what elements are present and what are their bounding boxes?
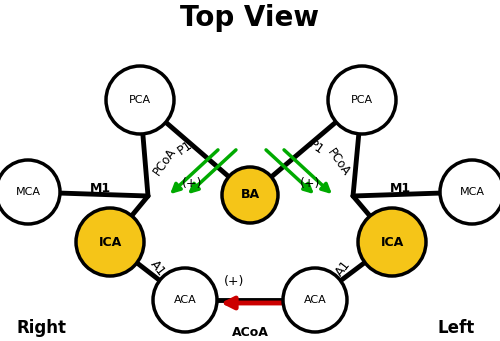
Text: BA: BA	[240, 189, 260, 202]
Text: Right: Right	[17, 319, 67, 337]
Text: ACA: ACA	[174, 295, 197, 305]
Text: PCoA: PCoA	[324, 146, 352, 178]
Text: (+): (+)	[224, 276, 244, 288]
Text: ACoA: ACoA	[232, 326, 268, 339]
Text: A1: A1	[333, 257, 353, 279]
Circle shape	[358, 208, 426, 276]
Text: PCA: PCA	[129, 95, 151, 105]
Circle shape	[76, 208, 144, 276]
Circle shape	[222, 167, 278, 223]
Text: MCA: MCA	[16, 187, 40, 197]
Text: PCoA: PCoA	[151, 146, 179, 178]
Circle shape	[328, 66, 396, 134]
Text: Left: Left	[438, 319, 474, 337]
Circle shape	[440, 160, 500, 224]
Text: M1: M1	[390, 181, 410, 194]
Circle shape	[0, 160, 60, 224]
Text: A1: A1	[148, 257, 168, 279]
Text: PCA: PCA	[351, 95, 373, 105]
Text: ACA: ACA	[304, 295, 326, 305]
Text: ICA: ICA	[98, 236, 122, 249]
Circle shape	[153, 268, 217, 332]
Circle shape	[106, 66, 174, 134]
Text: P1: P1	[175, 138, 195, 158]
Text: M1: M1	[90, 181, 110, 194]
Circle shape	[283, 268, 347, 332]
Text: P1: P1	[306, 138, 326, 158]
Text: MCA: MCA	[460, 187, 484, 197]
Text: (+): (+)	[182, 178, 202, 191]
Text: (+): (+)	[300, 178, 320, 191]
Text: Top View: Top View	[180, 4, 320, 32]
Text: ICA: ICA	[380, 236, 404, 249]
